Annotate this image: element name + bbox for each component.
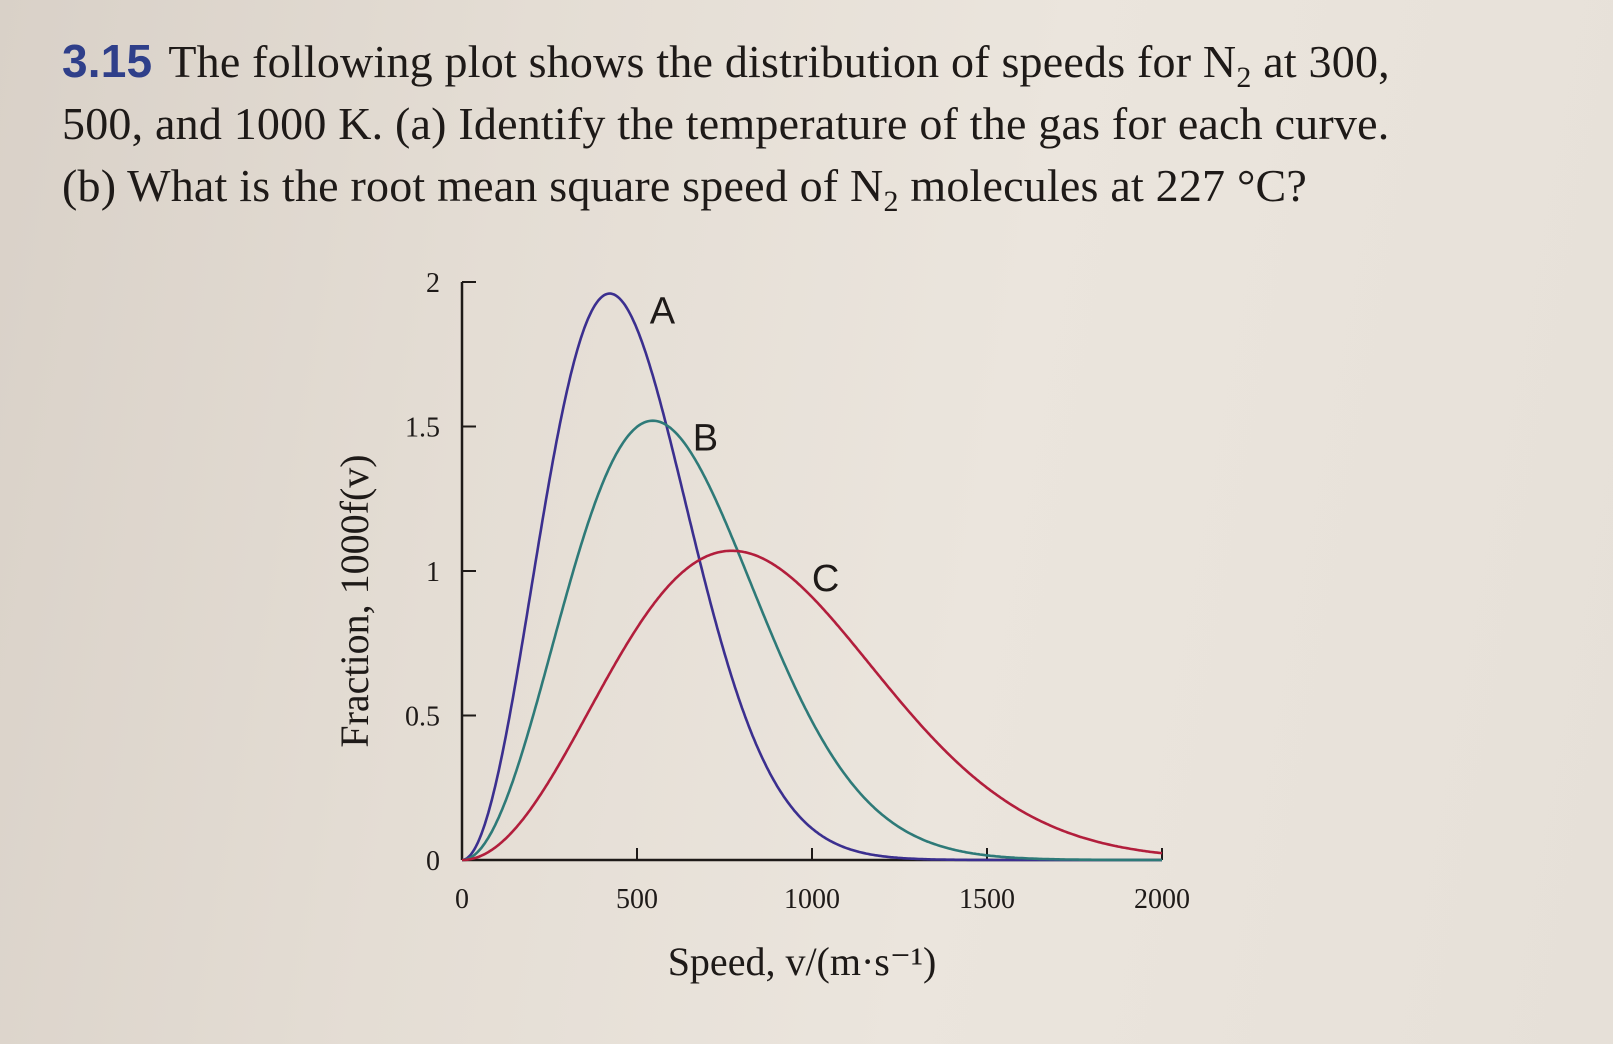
subscript-2b: 2 bbox=[883, 185, 899, 219]
x-tick-label: 1000 bbox=[784, 884, 840, 915]
curve-b bbox=[461, 419, 1162, 862]
y-tick-label: 1.5 bbox=[405, 413, 440, 444]
curve-c bbox=[462, 549, 1163, 862]
x-tick-label: 2000 bbox=[1134, 884, 1190, 915]
problem-line-2: 500, and 1000 K. (a) Identify the temper… bbox=[62, 98, 1390, 149]
problem-text-3b: molecules at 227 °C? bbox=[898, 160, 1308, 211]
problem-line-3: (b) What is the root mean square speed o… bbox=[62, 155, 1562, 217]
problem-line-1: 3.15 The following plot shows the distrib… bbox=[62, 30, 1562, 93]
problem-text-1a: The following plot shows the distributio… bbox=[168, 36, 1237, 87]
subscript-2: 2 bbox=[1236, 61, 1252, 95]
y-tick-label: 0.5 bbox=[405, 702, 440, 733]
y-axis-label: Fraction, 1000f(v) bbox=[332, 454, 377, 747]
x-tick-label: 500 bbox=[616, 884, 658, 915]
curve-label-a: A bbox=[650, 291, 676, 333]
curve-label-b: B bbox=[693, 418, 718, 460]
problem-number: 3.15 bbox=[62, 35, 153, 87]
curve-label-c: C bbox=[812, 558, 839, 600]
problem-text-3a: (b) What is the root mean square speed o… bbox=[62, 160, 884, 211]
y-tick-label: 2 bbox=[426, 268, 440, 299]
x-tick-label: 0 bbox=[455, 884, 469, 915]
labels: Speed, v/(m·s⁻¹) Fraction, 1000f(v) A B C bbox=[332, 291, 936, 984]
problem-text-1b: at 300, bbox=[1251, 36, 1390, 87]
x-axis-label: Speed, v/(m·s⁻¹) bbox=[668, 939, 937, 984]
problem-statement: 3.15 The following plot shows the distrib… bbox=[62, 30, 1562, 217]
x-tick-label: 1500 bbox=[959, 884, 1015, 915]
y-tick-label: 1 bbox=[426, 557, 440, 588]
curves bbox=[461, 292, 1163, 862]
axes: 0 500 1000 1500 2000 0 0.5 1 1.5 2 bbox=[405, 268, 1190, 915]
y-tick-label: 0 bbox=[426, 846, 440, 877]
